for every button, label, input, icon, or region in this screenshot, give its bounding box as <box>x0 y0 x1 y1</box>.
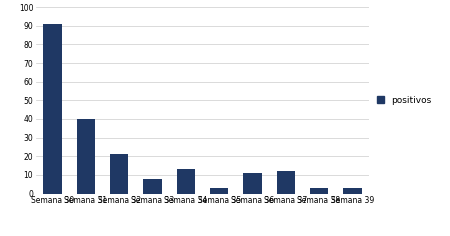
Bar <box>210 188 228 194</box>
Bar <box>177 169 195 194</box>
Bar <box>77 119 95 194</box>
Bar <box>243 173 261 194</box>
Bar <box>310 188 328 194</box>
Bar <box>144 179 162 194</box>
Bar <box>44 24 62 194</box>
Bar <box>110 154 128 194</box>
Bar <box>343 188 361 194</box>
Legend: positivos: positivos <box>377 96 432 105</box>
Bar <box>277 171 295 194</box>
